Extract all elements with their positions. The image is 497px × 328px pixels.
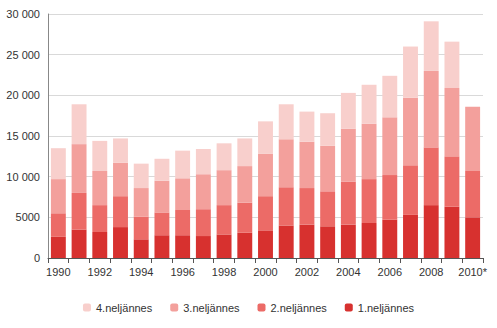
svg-text:30 000: 30 000 <box>6 8 40 20</box>
svg-text:2000: 2000 <box>253 266 277 278</box>
svg-text:2002: 2002 <box>295 266 319 278</box>
svg-text:25 000: 25 000 <box>6 49 40 61</box>
svg-text:2004: 2004 <box>336 266 360 278</box>
svg-text:3.neljännes: 3.neljännes <box>183 302 240 314</box>
svg-text:2006: 2006 <box>378 266 402 278</box>
svg-text:1990: 1990 <box>46 266 70 278</box>
svg-text:1996: 1996 <box>170 266 194 278</box>
svg-text:0: 0 <box>34 252 40 264</box>
svg-text:4.neljännes: 4.neljännes <box>96 302 153 314</box>
svg-text:20 000: 20 000 <box>6 89 40 101</box>
svg-text:2010*: 2010* <box>458 266 487 278</box>
svg-text:1998: 1998 <box>212 266 236 278</box>
svg-text:1.neljännes: 1.neljännes <box>358 302 415 314</box>
svg-text:2008: 2008 <box>419 266 443 278</box>
svg-text:15 000: 15 000 <box>6 130 40 142</box>
svg-text:2.neljännes: 2.neljännes <box>271 302 328 314</box>
svg-text:5000: 5000 <box>16 211 40 223</box>
svg-text:10 000: 10 000 <box>6 171 40 183</box>
svg-text:1992: 1992 <box>88 266 112 278</box>
svg-text:1994: 1994 <box>129 266 153 278</box>
